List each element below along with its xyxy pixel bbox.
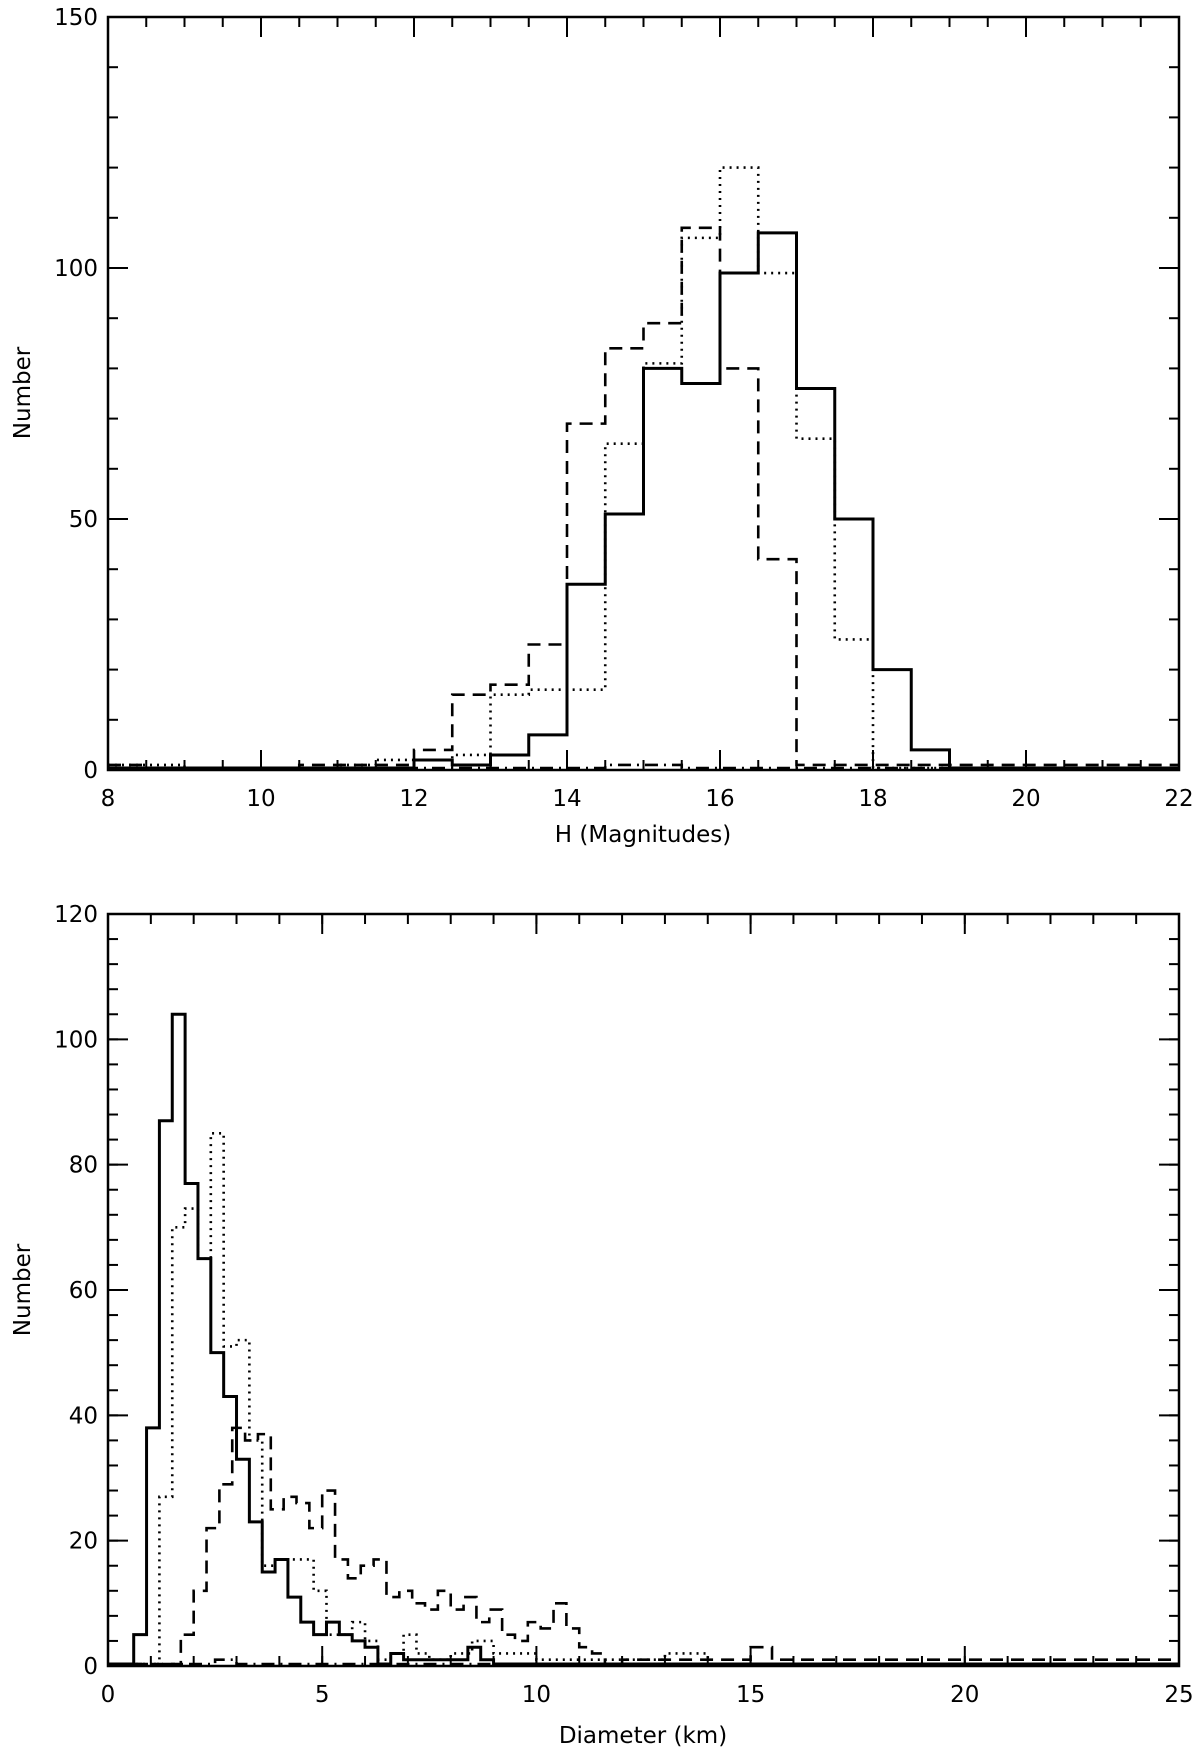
y-tick-label: 100: [54, 1027, 98, 1053]
x-tick-label: 12: [399, 786, 428, 812]
x-tick-label: 0: [101, 1682, 116, 1708]
series-dashed: [108, 1426, 1179, 1666]
x-tick-label: 20: [950, 1682, 979, 1708]
series-solid: [108, 1012, 1179, 1666]
y-tick-label: 150: [54, 5, 98, 31]
series-group: [108, 166, 1179, 770]
tick-labels: 8 10 12 14 16 18 20 22 0 50 100 150: [54, 5, 1194, 812]
series-dash-dot: [108, 763, 1179, 770]
x-axis-label: Diameter (km): [559, 1723, 727, 1749]
y-tick-label: 0: [83, 1654, 98, 1680]
tick-labels: 0 5 10 15 20 25 0 20 40 60 80 100 120: [54, 902, 1194, 1708]
x-tick-label: 15: [736, 1682, 765, 1708]
series-dotted: [108, 1132, 1179, 1666]
x-tick-label: 14: [552, 786, 581, 812]
x-tick-label: 16: [705, 786, 734, 812]
y-tick-label: 80: [69, 1153, 98, 1179]
plot-frame: [106, 912, 1181, 1668]
series-group: [108, 1012, 1179, 1666]
y-tick-label: 120: [54, 902, 98, 928]
series-solid: [108, 231, 1179, 770]
y-tick-label: 50: [69, 507, 98, 533]
y-axis-label: Number: [10, 346, 36, 439]
y-axis-label: Number: [10, 1243, 36, 1336]
axis-ticks: [107, 16, 1180, 771]
x-tick-label: 25: [1164, 1682, 1193, 1708]
x-tick-label: 5: [315, 1682, 330, 1708]
x-tick-label: 10: [246, 786, 275, 812]
y-tick-label: 100: [54, 256, 98, 282]
x-tick-label: 10: [522, 1682, 551, 1708]
y-tick-label: 40: [69, 1403, 98, 1429]
axis-ticks: [107, 913, 1180, 1667]
y-tick-label: 60: [69, 1278, 98, 1304]
y-tick-label: 0: [83, 758, 98, 784]
x-tick-label: 18: [858, 786, 887, 812]
x-tick-label: 20: [1011, 786, 1040, 812]
x-tick-label: 8: [101, 786, 116, 812]
x-axis-label: H (Magnitudes): [555, 822, 731, 848]
x-tick-label: 22: [1164, 786, 1193, 812]
y-tick-label: 20: [69, 1529, 98, 1555]
series-dash-dot: [108, 1658, 1179, 1666]
